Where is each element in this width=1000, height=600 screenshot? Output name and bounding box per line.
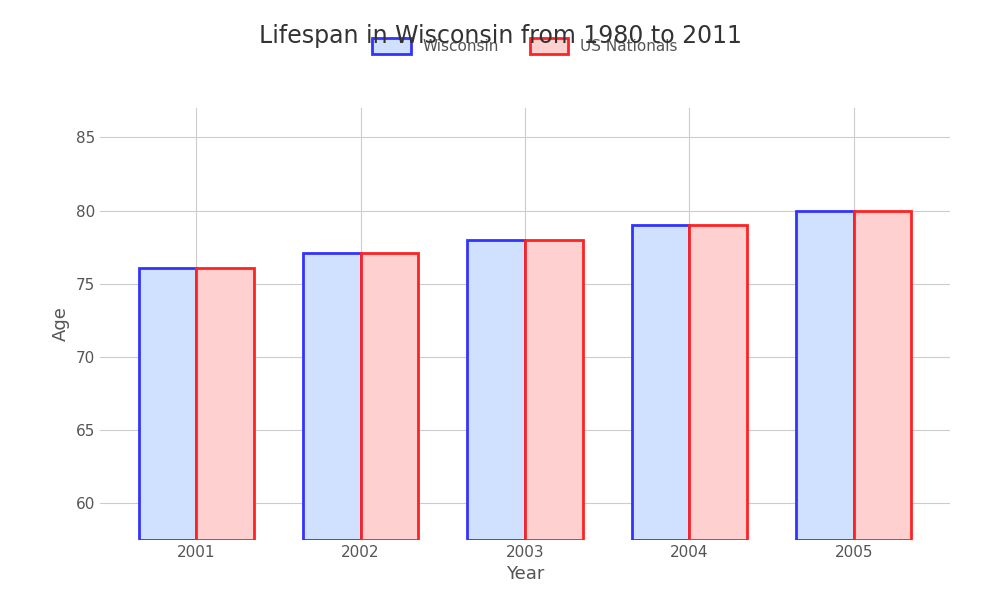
Bar bbox=[196, 268, 254, 540]
Bar bbox=[361, 253, 418, 540]
Bar bbox=[139, 268, 196, 540]
Bar bbox=[467, 240, 525, 540]
Bar bbox=[854, 211, 911, 540]
Bar bbox=[525, 240, 583, 540]
Bar bbox=[303, 253, 361, 540]
Y-axis label: Age: Age bbox=[52, 307, 70, 341]
Text: Lifespan in Wisconsin from 1980 to 2011: Lifespan in Wisconsin from 1980 to 2011 bbox=[259, 24, 741, 48]
Bar bbox=[689, 225, 747, 540]
X-axis label: Year: Year bbox=[506, 565, 544, 583]
Bar bbox=[796, 211, 854, 540]
Bar bbox=[632, 225, 689, 540]
Legend: Wisconsin, US Nationals: Wisconsin, US Nationals bbox=[372, 38, 678, 54]
